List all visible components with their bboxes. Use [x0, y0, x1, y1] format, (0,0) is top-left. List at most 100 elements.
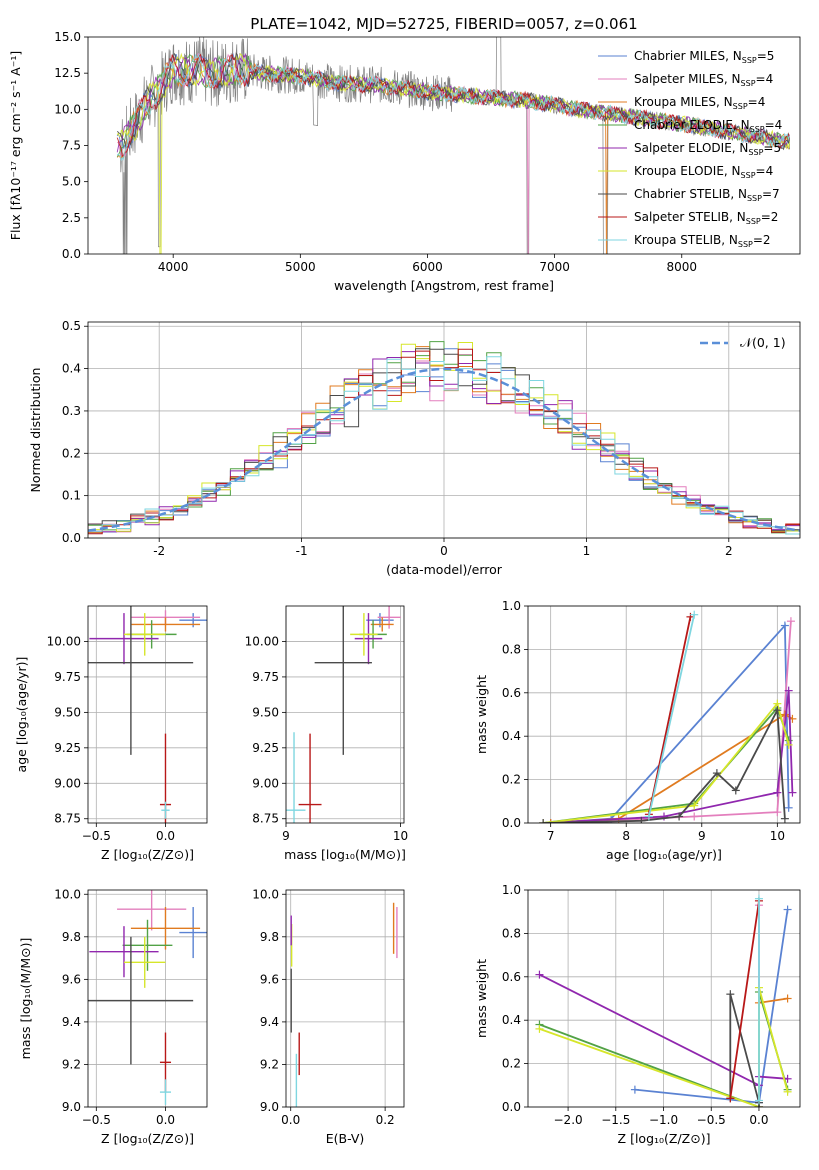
y-tick-label: 10.00 — [245, 634, 279, 648]
model-spectrum-9 — [116, 53, 791, 162]
plus-marker — [754, 1096, 763, 1105]
y-tick-label: 10.0 — [54, 102, 81, 116]
x-tick-label: 10 — [393, 829, 408, 843]
y-tick-label: 5.0 — [62, 175, 81, 189]
legend-label-subscript: SSP — [741, 171, 756, 180]
y-tick-label: 10.0 — [54, 887, 81, 901]
legend-label: Kroupa ELODIE, NSSP=4 — [634, 164, 773, 180]
y-tick-label: 9.25 — [54, 741, 81, 755]
plus-marker — [539, 819, 548, 823]
x-tick-label: −2.0 — [554, 1113, 583, 1127]
legend-label-count: =2 — [753, 233, 771, 247]
y-tick-label: 1.0 — [502, 883, 521, 897]
axes-frame — [87, 321, 801, 539]
model-spectrum-5 — [116, 52, 790, 153]
x-tick-label: 0 — [440, 544, 448, 558]
plus-marker — [780, 814, 789, 823]
errorbar-point — [130, 617, 201, 632]
spectrum-plot-area — [116, 37, 791, 254]
y-tick-label: 0.0 — [62, 531, 81, 545]
legend-label-count: =5 — [763, 141, 781, 155]
y-tick-label: 7.5 — [62, 139, 81, 153]
mass-weight-series-7 — [543, 706, 786, 823]
legend-label: Chabrier STELIB, NSSP=7 — [634, 187, 780, 203]
legend-label-text: Salpeter ELODIE, N — [634, 141, 748, 155]
x-tick-label: 4000 — [158, 260, 189, 274]
legend-label-text: Chabrier STELIB, N — [634, 187, 747, 201]
plus-marker — [630, 1085, 639, 1094]
y-tick-label: 9.8 — [260, 930, 279, 944]
legend-label: Chabrier MILES, NSSP=5 — [634, 49, 774, 65]
plus-marker — [780, 621, 789, 630]
legend-label: Chabrier ELODIE, NSSP=4 — [634, 118, 782, 134]
y-tick-label: 9.0 — [260, 1100, 279, 1114]
x-axis-label: Z [log₁₀(Z/Z⊙)] — [618, 1131, 711, 1146]
y-tick-label: 8.75 — [252, 812, 279, 826]
legend-label: Salpeter ELODIE, NSSP=5 — [634, 141, 781, 157]
y-tick-label: 12.5 — [54, 66, 81, 80]
age_vs_mass-panel: 9 10 8.75 9.00 9.25 9.50 9.75 10.00 mass [log₁₀(… — [245, 605, 408, 862]
y-tick-label: 9.6 — [62, 972, 81, 986]
legend-label-subscript: SSP — [742, 56, 757, 65]
x-tick-label: 9 — [282, 829, 290, 843]
errorbar-point — [354, 613, 383, 665]
plus-marker — [731, 786, 740, 795]
y-tick-label: 0.8 — [502, 642, 521, 656]
legend-label: Kroupa MILES, NSSP=4 — [634, 95, 765, 111]
age_vs_mass-plot-area — [286, 606, 401, 823]
errorbar-point — [350, 613, 378, 656]
age_vs_Z-panel: −0.5 0.0 8.75 9.00 9.25 9.50 9.75 10.00 Z [log₁₀… — [14, 605, 208, 862]
legend-label-count: =4 — [756, 72, 774, 86]
axes-frame — [87, 605, 208, 824]
y-tick-label: 9.8 — [62, 930, 81, 944]
normal-reference-curve — [88, 367, 800, 532]
legend-label: 𝒩(0, 1) — [740, 335, 786, 350]
plus-marker — [783, 1087, 792, 1096]
x-axis-label: mass [log₁₀(M/M⊙)] — [284, 847, 406, 862]
y-tick-label: 8.75 — [54, 812, 81, 826]
plus-marker — [773, 808, 782, 817]
x-tick-label: −0.5 — [82, 829, 111, 843]
y-tick-label: 1.0 — [502, 599, 521, 613]
x-tick-label: −0.5 — [697, 1113, 726, 1127]
x-axis-label: (data-model)/error — [386, 562, 503, 577]
y-tick-label: 0.5 — [62, 319, 81, 333]
legend-label: Kroupa STELIB, NSSP=2 — [634, 233, 771, 249]
plus-marker — [712, 769, 721, 778]
mass-weight-series-6 — [542, 701, 790, 823]
legend-label-subscript: SSP — [733, 102, 748, 111]
mass-weight-series-8 — [648, 616, 692, 815]
errorbar-point — [298, 733, 322, 823]
mass-weight-series-4 — [542, 706, 790, 823]
axes-frame — [285, 889, 405, 1108]
plus-marker — [535, 1024, 544, 1033]
errorbar-point — [88, 606, 194, 755]
y-tick-label: 9.4 — [260, 1015, 279, 1029]
x-tick-label: 2 — [725, 544, 733, 558]
legend-label-subscript: SSP — [738, 240, 753, 249]
mass-weight-series-3 — [758, 997, 788, 1107]
mass_weight_vs_Z-panel: −2.0 −1.5 −1.0 −0.5 0.0 0.0 0.2 0.4 0.6 0.8 1.0 Z [… — [474, 883, 801, 1146]
plus-marker — [784, 686, 793, 695]
y-tick-label: 9.00 — [252, 776, 279, 790]
plus-marker — [690, 801, 699, 810]
plus-marker — [675, 812, 684, 821]
plus-marker — [783, 905, 792, 914]
mass-weight-series-2 — [550, 621, 792, 823]
y-tick-label: 0.4 — [502, 729, 521, 743]
plus-marker — [786, 617, 795, 626]
y-tick-label: 9.50 — [54, 705, 81, 719]
legend-label-count: =7 — [762, 187, 780, 201]
y-axis-label: age [log₁₀(age/yr)] — [14, 657, 29, 773]
y-tick-label: 0.4 — [502, 1013, 521, 1027]
plus-marker — [784, 803, 793, 812]
plus-marker — [788, 788, 797, 797]
errorbar-point — [377, 606, 401, 629]
x-tick-label: 0.0 — [156, 829, 175, 843]
mass_vs_EBV-panel: 0.0 0.2 9.0 9.2 9.4 9.6 9.8 10.0 E(B-V) — [252, 887, 405, 1146]
y-tick-label: 9.0 — [62, 1100, 81, 1114]
mass_weight_vs_Z-plot-area — [535, 894, 792, 1107]
x-axis-label: Z [log₁₀(Z/Z⊙)] — [101, 847, 194, 862]
x-axis-label: wavelength [Angstrom, rest frame] — [334, 278, 554, 293]
legend-label-text: Chabrier ELODIE, N — [634, 118, 750, 132]
